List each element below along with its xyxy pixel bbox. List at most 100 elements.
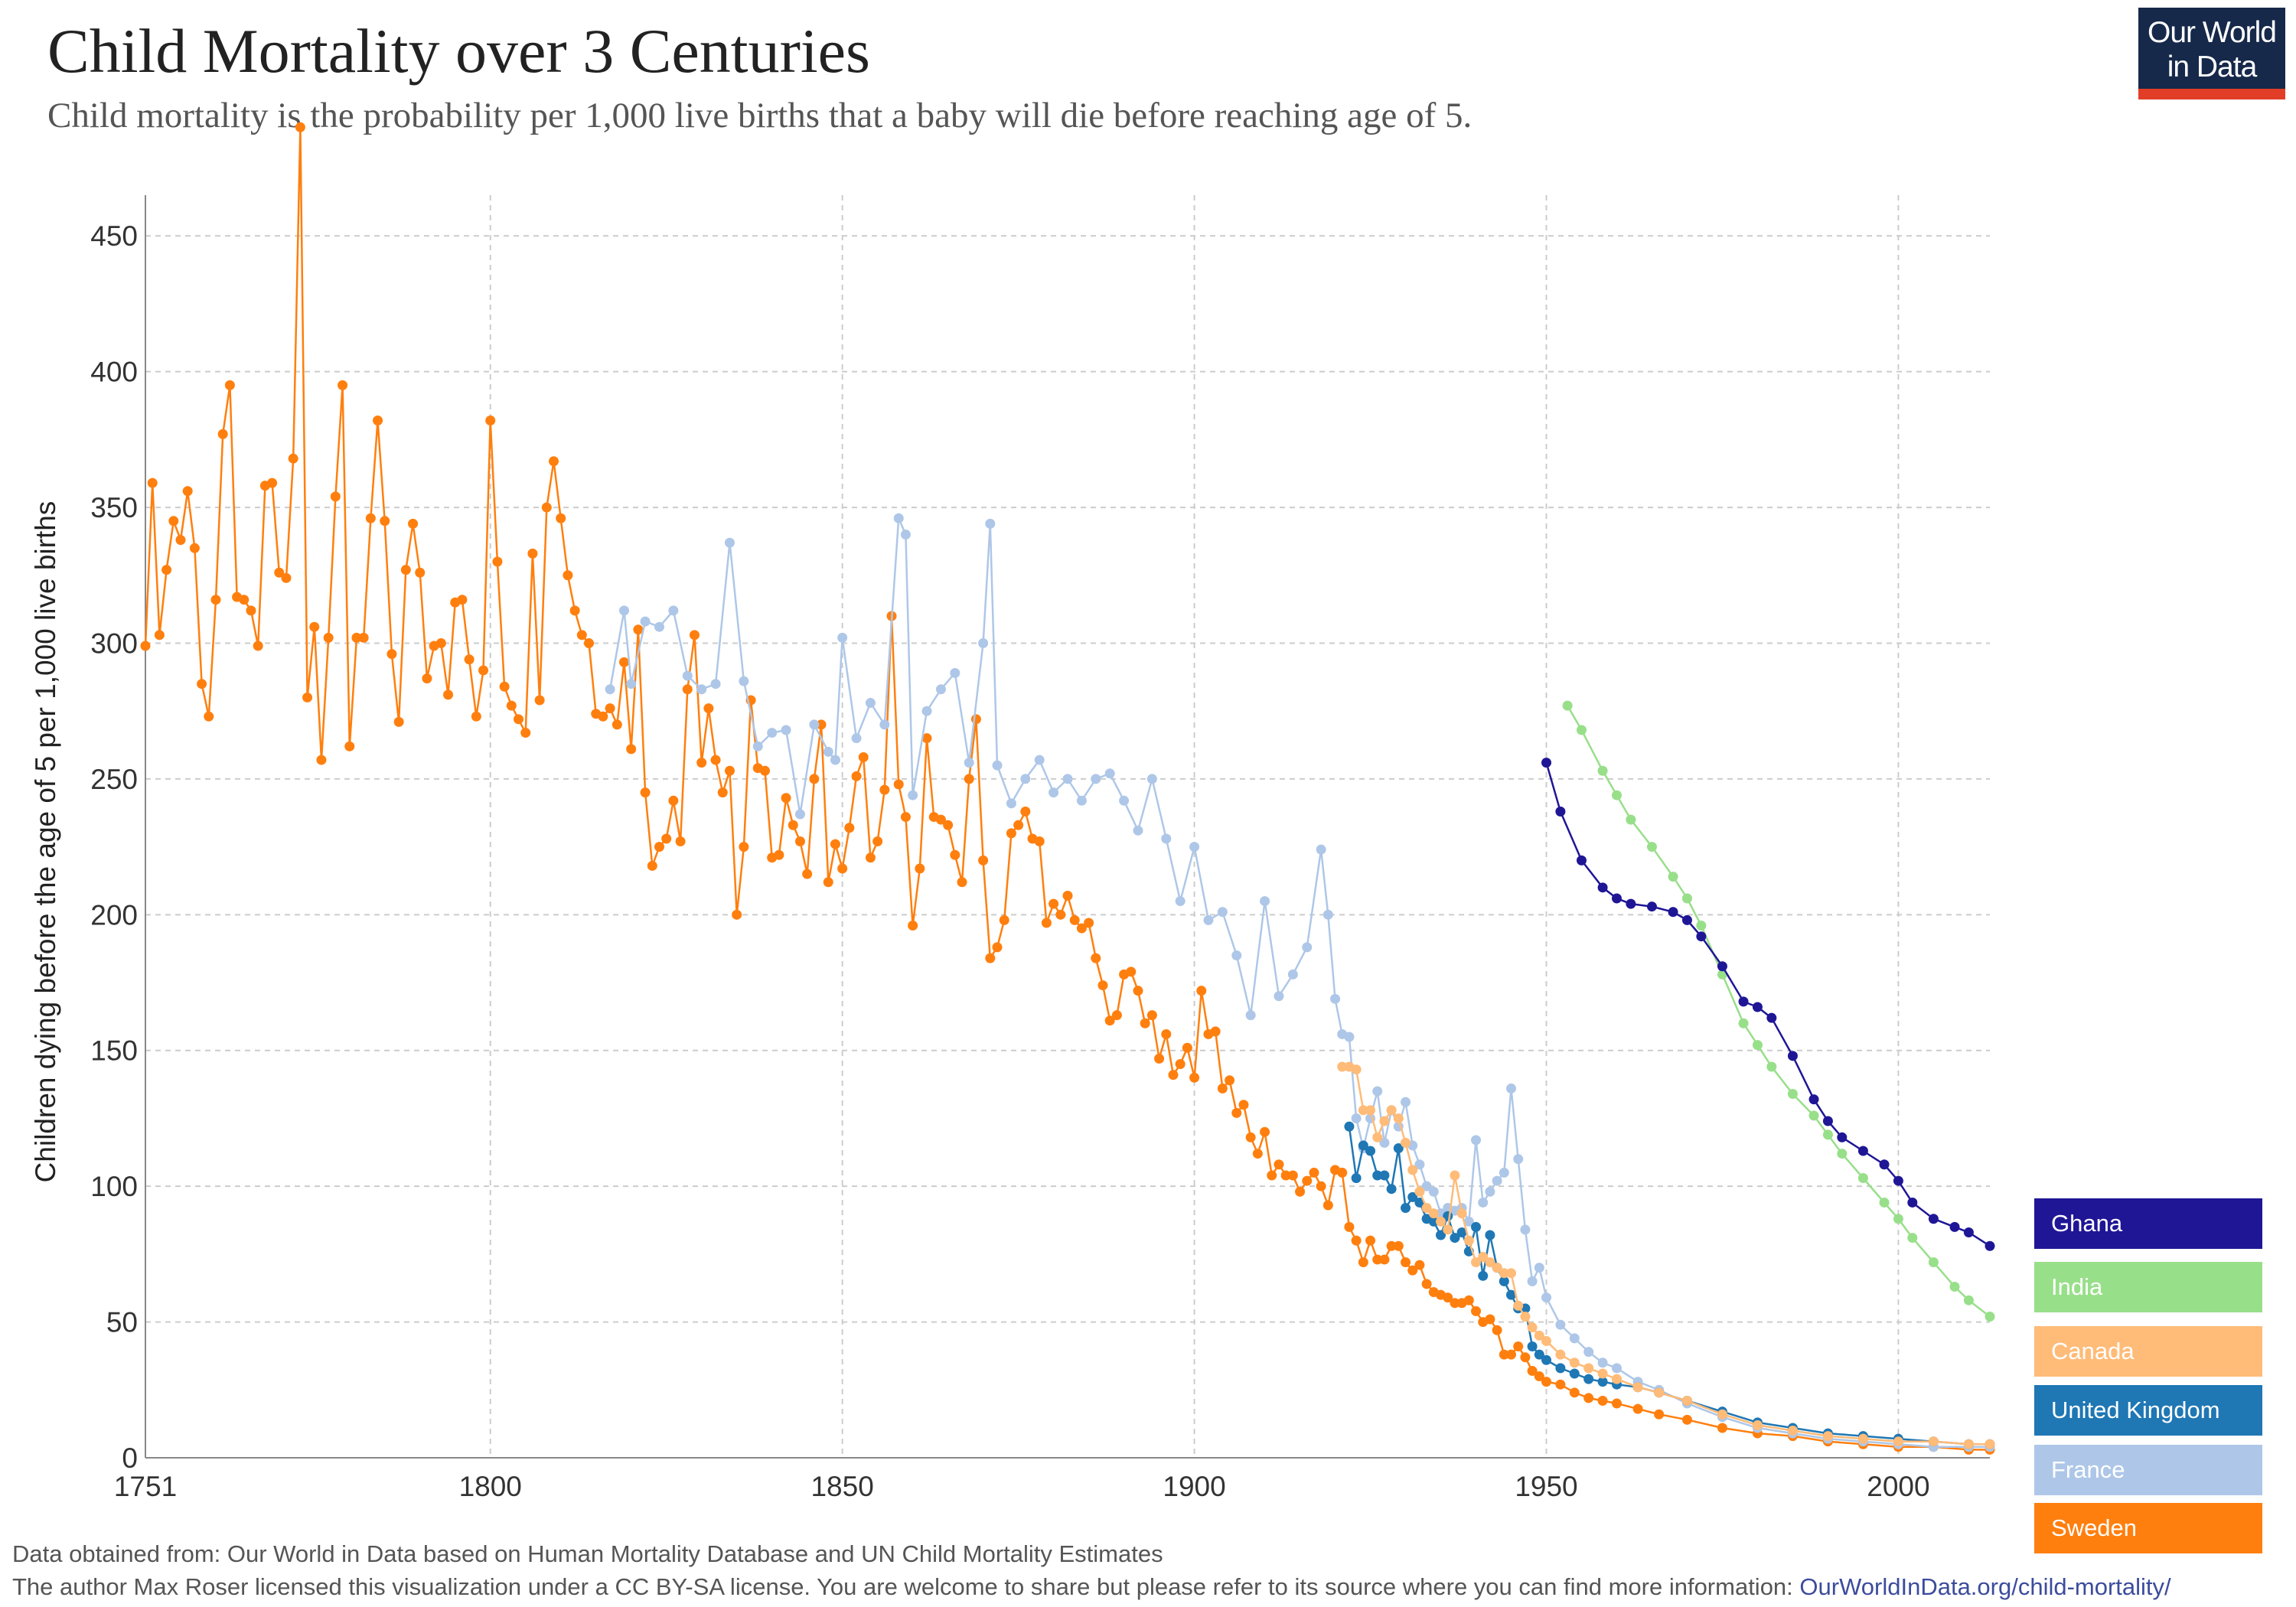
data-point-sweden[interactable] bbox=[978, 855, 989, 865]
data-point-france[interactable] bbox=[1611, 1363, 1622, 1374]
data-point-sweden[interactable] bbox=[1274, 1159, 1284, 1170]
data-point-france[interactable] bbox=[1527, 1276, 1538, 1286]
data-point-france[interactable] bbox=[964, 758, 974, 768]
data-point-sweden[interactable] bbox=[556, 513, 566, 523]
data-point-sweden[interactable] bbox=[386, 649, 397, 660]
data-point-france[interactable] bbox=[1506, 1083, 1517, 1094]
data-point-canada[interactable] bbox=[1985, 1439, 1995, 1449]
data-point-sweden[interactable] bbox=[569, 605, 580, 616]
data-point-sweden[interactable] bbox=[1541, 1377, 1551, 1387]
data-point-canada[interactable] bbox=[1401, 1137, 1411, 1148]
data-point-canada[interactable] bbox=[1857, 1433, 1868, 1444]
data-point-sweden[interactable] bbox=[1238, 1100, 1249, 1110]
data-point-france[interactable] bbox=[1062, 774, 1073, 784]
data-point-ghana[interactable] bbox=[1576, 855, 1587, 865]
data-point-sweden[interactable] bbox=[774, 849, 784, 860]
data-point-sweden[interactable] bbox=[295, 122, 305, 132]
data-point-ghana[interactable] bbox=[1611, 893, 1622, 904]
data-point-canada[interactable] bbox=[1358, 1105, 1368, 1116]
data-point-canada[interactable] bbox=[1555, 1349, 1566, 1360]
data-point-sweden[interactable] bbox=[612, 719, 622, 730]
data-point-india[interactable] bbox=[1893, 1214, 1903, 1224]
data-point-india[interactable] bbox=[1752, 1040, 1763, 1051]
data-point-india[interactable] bbox=[1928, 1257, 1939, 1268]
data-point-france[interactable] bbox=[1597, 1358, 1608, 1368]
data-point-ghana[interactable] bbox=[1907, 1197, 1918, 1208]
data-point-sweden[interactable] bbox=[661, 833, 672, 844]
data-point-france[interactable] bbox=[879, 719, 890, 730]
data-point-canada[interactable] bbox=[1456, 1208, 1467, 1219]
data-point-sweden[interactable] bbox=[1569, 1387, 1580, 1398]
data-point-sweden[interactable] bbox=[957, 877, 967, 888]
data-point-sweden[interactable] bbox=[830, 839, 840, 849]
data-point-sweden[interactable] bbox=[1076, 923, 1087, 934]
data-point-sweden[interactable] bbox=[844, 823, 855, 833]
data-point-sweden[interactable] bbox=[640, 787, 651, 798]
data-point-sweden[interactable] bbox=[288, 453, 298, 464]
data-point-sweden[interactable] bbox=[1316, 1181, 1326, 1191]
data-point-france[interactable] bbox=[1104, 768, 1115, 779]
data-point-france[interactable] bbox=[1414, 1159, 1425, 1170]
data-point-united-kingdom[interactable] bbox=[1365, 1146, 1376, 1156]
data-point-france[interactable] bbox=[935, 684, 946, 695]
data-point-sweden[interactable] bbox=[1245, 1132, 1256, 1143]
data-point-canada[interactable] bbox=[1534, 1330, 1544, 1341]
data-point-india[interactable] bbox=[1879, 1197, 1890, 1208]
data-point-united-kingdom[interactable] bbox=[1414, 1197, 1425, 1208]
data-point-sweden[interactable] bbox=[393, 716, 404, 727]
data-point-sweden[interactable] bbox=[1084, 918, 1094, 928]
data-point-france[interactable] bbox=[908, 790, 918, 800]
data-point-sweden[interactable] bbox=[408, 518, 419, 529]
data-point-sweden[interactable] bbox=[189, 543, 200, 553]
data-point-sweden[interactable] bbox=[1196, 986, 1207, 996]
data-point-sweden[interactable] bbox=[1252, 1149, 1263, 1159]
data-point-sweden[interactable] bbox=[675, 836, 686, 847]
data-point-sweden[interactable] bbox=[400, 565, 411, 575]
data-point-united-kingdom[interactable] bbox=[1499, 1276, 1509, 1286]
data-point-united-kingdom[interactable] bbox=[1478, 1270, 1489, 1281]
data-point-sweden[interactable] bbox=[154, 630, 165, 641]
data-point-sweden[interactable] bbox=[1513, 1341, 1524, 1352]
data-point-sweden[interactable] bbox=[605, 703, 615, 714]
data-point-france[interactable] bbox=[1203, 914, 1214, 925]
data-point-france[interactable] bbox=[1231, 950, 1242, 961]
data-point-canada[interactable] bbox=[1414, 1186, 1425, 1197]
data-point-sweden[interactable] bbox=[1407, 1265, 1418, 1276]
data-point-ghana[interactable] bbox=[1893, 1175, 1903, 1186]
data-point-sweden[interactable] bbox=[626, 744, 637, 755]
data-point-france[interactable] bbox=[1189, 842, 1200, 852]
data-point-sweden[interactable] bbox=[1485, 1314, 1495, 1325]
data-point-sweden[interactable] bbox=[950, 849, 960, 860]
data-point-sweden[interactable] bbox=[443, 689, 454, 700]
legend-item-ghana[interactable]: Ghana bbox=[2034, 1198, 2262, 1249]
data-point-sweden[interactable] bbox=[1365, 1235, 1376, 1246]
data-point-sweden[interactable] bbox=[302, 692, 313, 702]
data-point-sweden[interactable] bbox=[351, 632, 362, 643]
data-point-sweden[interactable] bbox=[1527, 1365, 1538, 1376]
data-point-canada[interactable] bbox=[1963, 1439, 1974, 1449]
data-point-sweden[interactable] bbox=[1295, 1186, 1306, 1197]
data-point-sweden[interactable] bbox=[1302, 1175, 1313, 1186]
data-point-india[interactable] bbox=[1808, 1110, 1819, 1121]
data-point-india[interactable] bbox=[1696, 921, 1707, 931]
data-point-sweden[interactable] bbox=[1654, 1409, 1665, 1420]
data-point-ghana[interactable] bbox=[1879, 1159, 1890, 1170]
data-point-ghana[interactable] bbox=[1808, 1094, 1819, 1105]
data-point-ghana[interactable] bbox=[1646, 901, 1657, 912]
data-point-sweden[interactable] bbox=[309, 621, 320, 632]
data-point-ghana[interactable] bbox=[1837, 1132, 1848, 1143]
data-point-sweden[interactable] bbox=[851, 771, 862, 781]
data-point-canada[interactable] bbox=[1513, 1300, 1524, 1311]
data-point-india[interactable] bbox=[1907, 1233, 1918, 1244]
data-point-sweden[interactable] bbox=[759, 765, 770, 776]
data-point-france[interactable] bbox=[618, 605, 629, 616]
data-point-france[interactable] bbox=[1555, 1319, 1566, 1330]
data-point-sweden[interactable] bbox=[161, 565, 172, 575]
data-point-ghana[interactable] bbox=[1541, 758, 1551, 768]
data-point-india[interactable] bbox=[1837, 1149, 1848, 1159]
data-point-canada[interactable] bbox=[1569, 1358, 1580, 1368]
data-point-france[interactable] bbox=[767, 728, 778, 738]
data-point-sweden[interactable] bbox=[1140, 1018, 1150, 1028]
data-point-france[interactable] bbox=[710, 679, 721, 689]
data-point-sweden[interactable] bbox=[584, 637, 595, 648]
